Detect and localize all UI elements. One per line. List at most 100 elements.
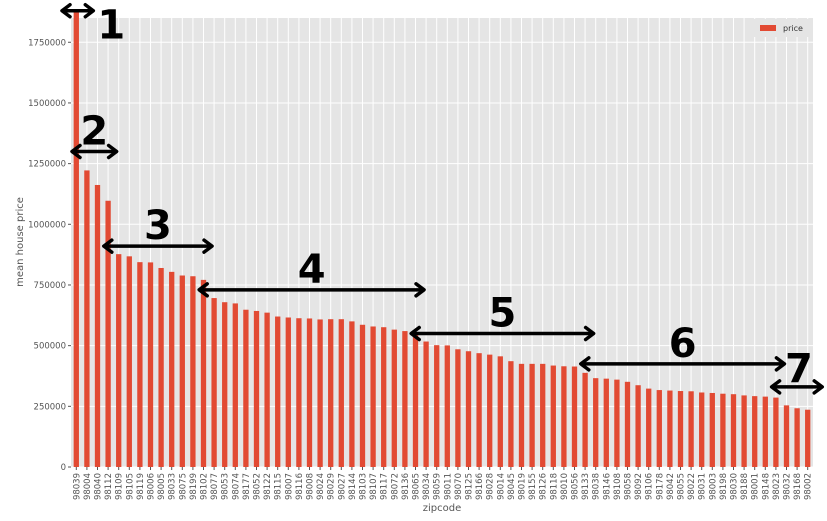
bar [169,271,175,467]
bar [508,361,514,467]
annotation-label: 6 [669,321,697,367]
bar [296,318,302,467]
x-tick-label: 98055 [677,473,687,500]
x-axis-title: zipcode [423,503,462,514]
annotation-label: 2 [80,108,108,154]
x-tick-label: 98042 [666,473,676,500]
annotation-label: 4 [298,247,326,293]
bar [126,256,132,467]
annotations: 1 2 3 4 5 6 7 [60,3,824,395]
legend-swatch [760,25,776,31]
bar [571,366,578,467]
x-tick-label: 98039 [72,473,82,500]
bar [402,331,408,467]
x-tick-label: 98126 [539,473,549,500]
x-tick-label: 98030 [730,473,740,500]
annotation-label: 7 [785,346,813,392]
bar [137,262,143,467]
bar [688,391,694,467]
x-tick-label: 98010 [560,473,570,500]
x-tick-label: 98027 [337,473,347,500]
x-tick-label: 98028 [486,473,496,500]
bar [699,392,705,467]
x-tick-label: 98040 [94,473,104,500]
bar [349,321,355,467]
bar [635,385,641,467]
x-tick-label: 98106 [645,473,655,500]
annotation-arrow [102,238,214,254]
annotation-label: 1 [97,3,125,49]
bar [381,327,387,467]
bar [709,392,715,467]
x-tick-label: 98031 [698,473,708,500]
x-tick-label: 98029 [327,473,337,500]
y-tick-label: 1250000 [28,160,66,170]
bar [73,10,79,467]
y-tick-label: 1000000 [28,220,66,230]
bar [105,200,111,468]
x-tick-label: 98108 [613,473,623,500]
x-tick-label: 98155 [528,473,538,500]
x-tick-label: 98115 [274,473,284,500]
x-tick-label: 98024 [316,473,326,500]
bar [582,372,588,467]
x-tick-label: 98109 [115,473,125,500]
y-tick-label: 750000 [34,281,66,291]
bar [370,326,376,467]
bar [677,391,684,467]
bar [359,324,366,467]
x-tick-label: 98117 [380,473,390,500]
bar [487,354,493,467]
x-tick-label: 98198 [719,473,729,500]
bar [741,395,747,467]
x-tick-label: 98003 [708,473,718,500]
x-tick-label: 98005 [157,473,167,500]
bar [593,378,599,467]
x-tick-label: 98001 [751,473,761,500]
x-tick-label: 98023 [772,473,782,500]
bar [434,345,440,467]
x-tick-label: 98059 [433,473,443,500]
x-tick-label: 98007 [284,473,294,500]
x-tick-label: 98022 [687,473,697,500]
bars [73,10,811,468]
x-tick-label: 98148 [761,473,771,500]
bar [794,408,800,467]
annotation-arrow [579,356,787,372]
bar [720,393,726,467]
annotation-arrow [70,143,119,160]
x-tick-label: 98122 [263,473,273,500]
bar [222,302,228,467]
bar [253,310,260,467]
bar [158,267,164,467]
x-tick-label: 98065 [412,473,422,500]
x-tick-label: 98105 [125,473,135,500]
bar [540,363,546,467]
bar [667,390,673,467]
x-tick-label: 98133 [581,473,591,500]
x-tick-label: 98032 [783,473,793,500]
bar [646,388,652,467]
bar [465,351,472,467]
y-tick-label: 1750000 [28,38,66,48]
x-tick-label: 98006 [147,473,157,500]
x-tick-label: 98177 [242,473,252,500]
x-tick-label: 98008 [306,473,316,500]
x-tick-label: 98146 [602,473,612,500]
legend: price [754,19,811,37]
x-tick-label: 98075 [178,473,188,500]
x-tick-label: 98136 [401,473,411,500]
x-tick-label: 98011 [443,473,453,500]
x-tick-label: 98002 [804,473,814,500]
bar [328,319,334,467]
y-tick-label: 0 [61,463,66,473]
x-axis-ticks: 98039 98004 98040 98112 98109 98105 98119 98006… [72,467,814,500]
x-tick-label: 98033 [168,473,178,500]
x-tick-label: 98178 [655,473,665,500]
x-tick-label: 98116 [295,473,305,500]
bar [423,341,429,467]
bar [200,279,207,467]
bar [773,397,779,467]
x-tick-label: 98072 [390,473,400,500]
